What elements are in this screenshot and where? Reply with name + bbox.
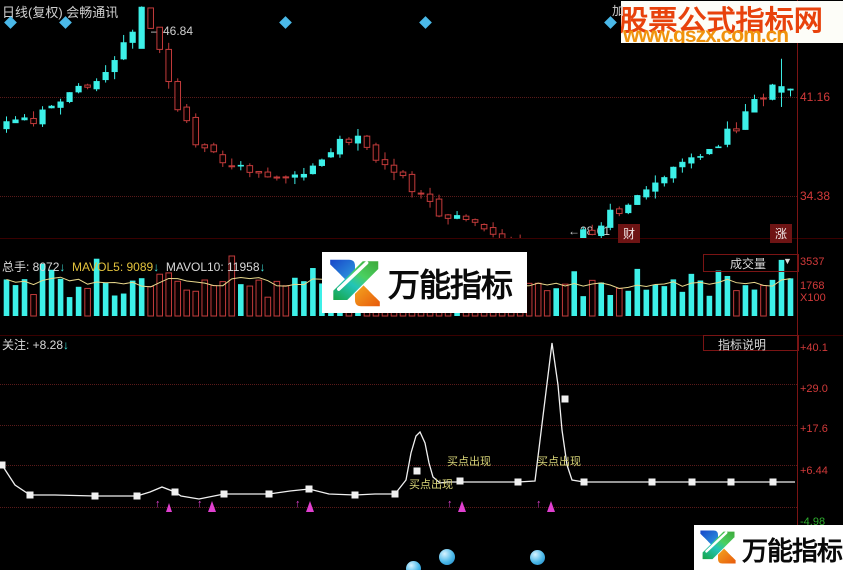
svg-text:↑: ↑ — [295, 498, 301, 510]
svg-text:↑: ↑ — [197, 498, 203, 510]
svg-text:↑: ↑ — [536, 498, 542, 510]
svg-text:↑: ↑ — [447, 498, 453, 510]
svg-text:↑: ↑ — [155, 498, 161, 510]
